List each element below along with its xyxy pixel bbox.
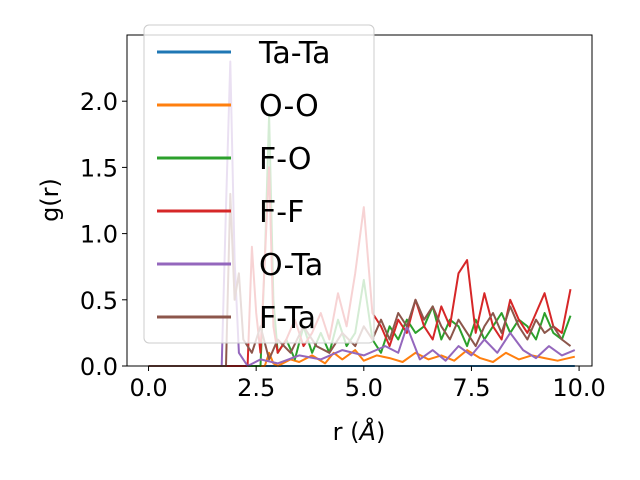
series-line-o-o <box>148 349 576 367</box>
legend-entry-label: F-O <box>259 142 312 177</box>
y-axis: 0.0 0.5 1.0 1.5 2.0 <box>80 88 127 381</box>
y-tick-label: 1.0 <box>80 221 118 249</box>
x-tick-label: 10.0 <box>552 374 605 402</box>
x-tick-label: 7.5 <box>452 374 490 402</box>
y-axis-label: g(r) <box>36 178 64 222</box>
x-axis-label: r (Å) <box>333 417 386 446</box>
legend-entry-label: O-O <box>259 89 319 124</box>
series-line-f-o <box>148 113 572 367</box>
legend-entry-label: F-F <box>259 195 304 230</box>
legend-entry-label: O-Ta <box>259 248 323 283</box>
y-tick-label: 0.5 <box>80 287 118 315</box>
legend: Ta-Ta O-O F-O F-F O-Ta F-Ta <box>143 24 375 344</box>
legend-entry-label: F-Ta <box>259 301 316 336</box>
legend-box <box>143 24 375 344</box>
x-tick-label: 0.0 <box>129 374 167 402</box>
legend-entry-label: Ta-Ta <box>258 36 331 71</box>
x-axis: 0.0 2.5 5.0 7.5 10.0 <box>129 366 606 402</box>
x-tick-label: 5.0 <box>345 374 383 402</box>
y-tick-label: 2.0 <box>80 88 118 116</box>
y-tick-label: 0.0 <box>80 353 118 381</box>
x-tick-label: 2.5 <box>237 374 275 402</box>
y-tick-label: 1.5 <box>80 154 118 182</box>
